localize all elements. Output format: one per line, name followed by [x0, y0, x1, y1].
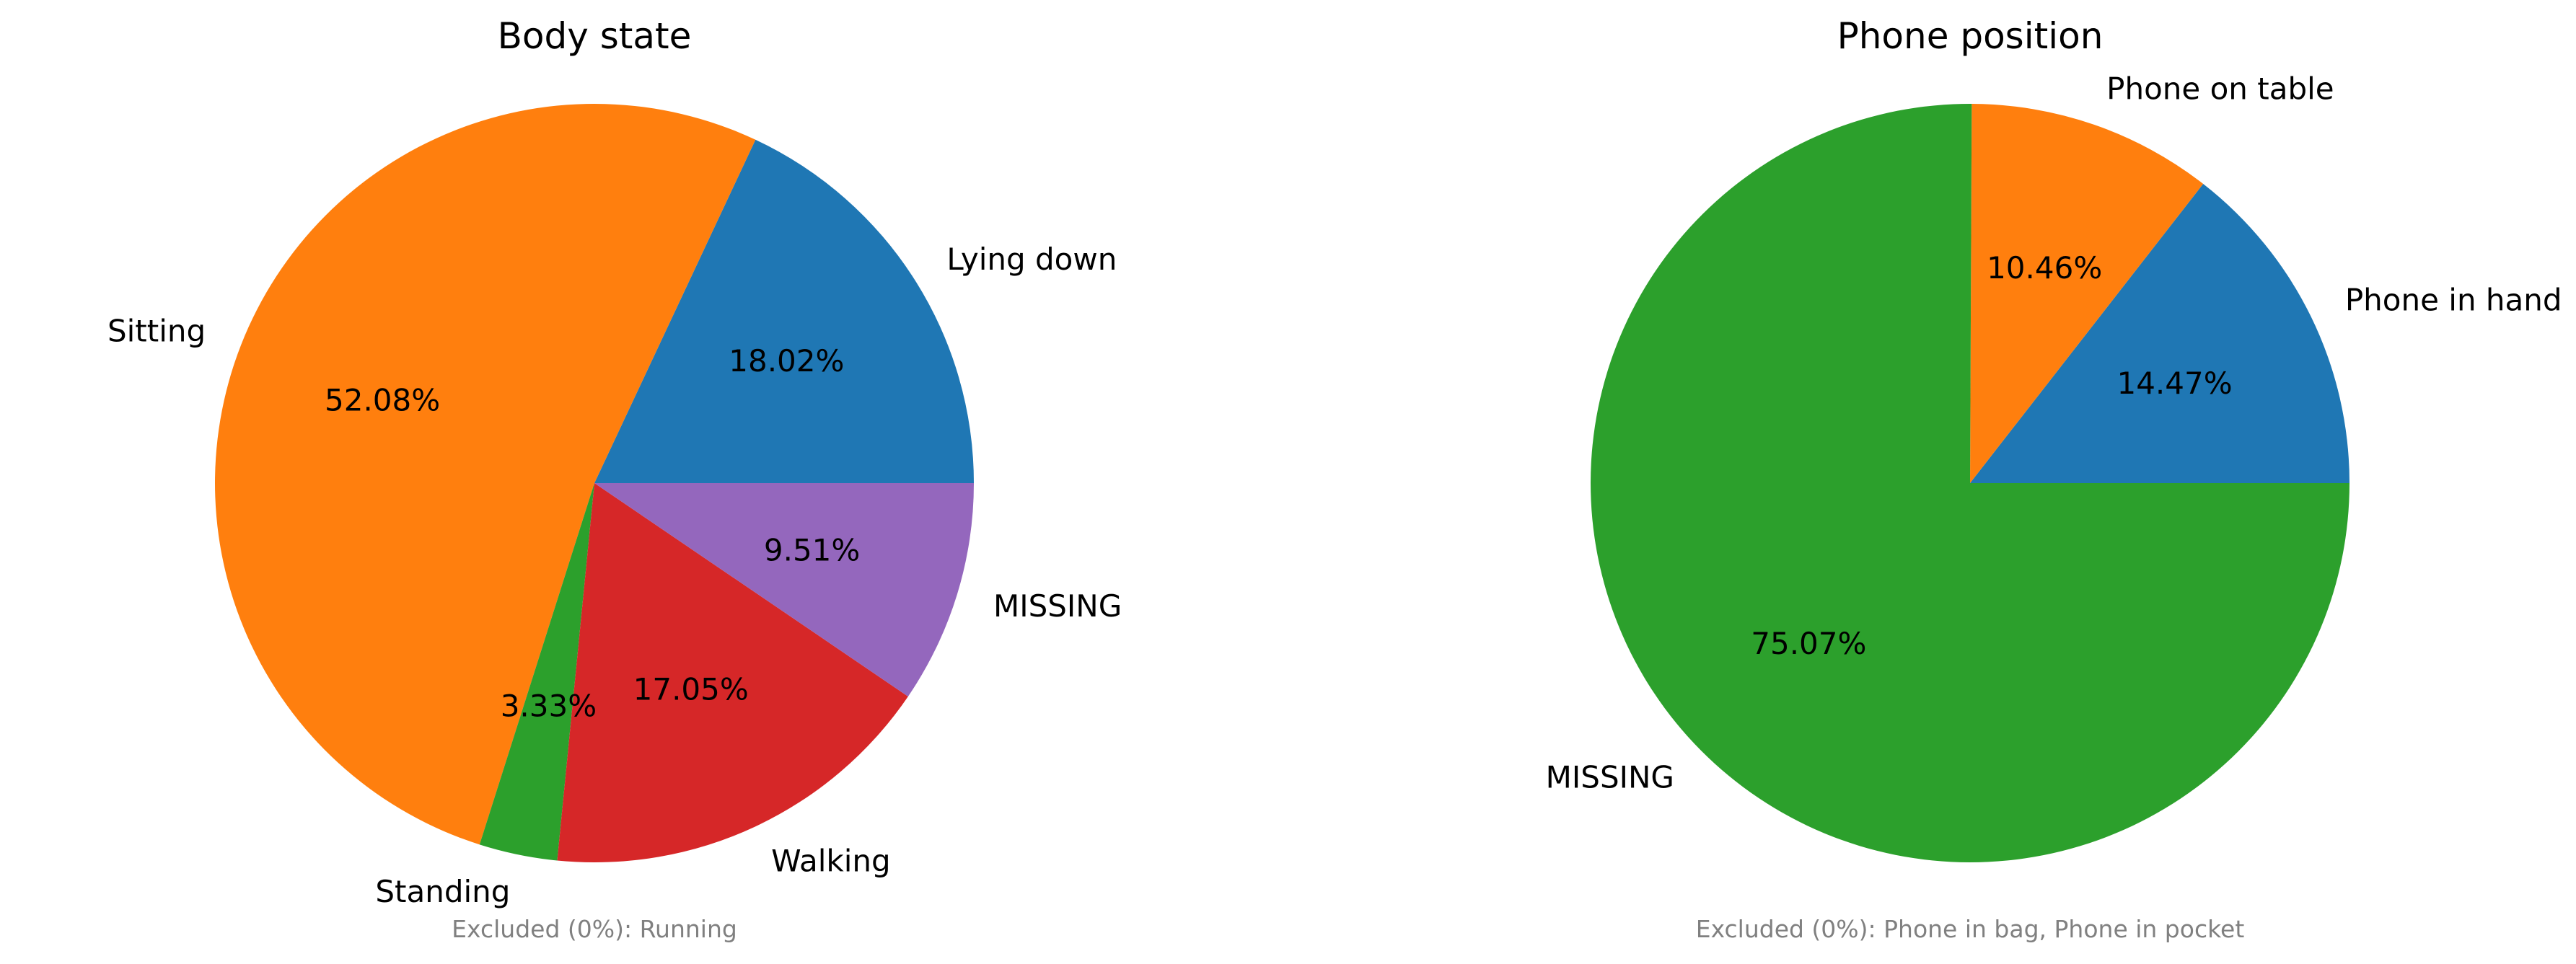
phone-position-pct-label-phone-in-hand: 14.47%: [2116, 366, 2232, 401]
phone-position-footnote: Excluded (0%): Phone in bag, Phone in po…: [1696, 915, 2245, 943]
phone-position-slice-missing: [1590, 104, 2349, 862]
body-state-labels: 18.02% Lying down 52.08% Sitting 3.33% Standi…: [107, 242, 1122, 909]
body-state-slice-standing: [479, 483, 594, 861]
phone-position-category-label-phone-in-hand: Phone in hand: [2345, 282, 2562, 317]
phone-position-slice-phone-in-hand: [1970, 183, 2349, 484]
body-state-category-label-lying-down: Lying down: [946, 242, 1117, 277]
body-state-pct-label-walking: 17.05%: [633, 671, 749, 707]
phone-position-title: Phone position: [1837, 15, 2104, 57]
body-state-pct-label-missing: 9.51%: [764, 532, 860, 567]
body-state-category-label-standing: Standing: [375, 874, 510, 909]
body-state-slice-sitting: [215, 104, 756, 845]
body-state-title: Body state: [498, 15, 692, 57]
body-state-slice-walking: [557, 483, 908, 863]
body-state-category-label-walking: Walking: [771, 844, 891, 879]
body-state-slices: [215, 104, 974, 863]
phone-position-category-label-phone-on-table: Phone on table: [2106, 71, 2334, 107]
phone-position-labels: 14.47% Phone in hand 10.46% Phone on table 7…: [1546, 71, 2562, 795]
body-state-pct-label-sitting: 52.08%: [325, 383, 440, 418]
body-state-pie-chart: Body state 18.02% Lying down 52.08% Sitting…: [107, 15, 1122, 943]
body-state-slice-lying-down: [594, 139, 974, 483]
body-state-pct-label-lying-down: 18.02%: [729, 343, 844, 379]
body-state-slice-missing: [594, 483, 974, 697]
body-state-category-label-sitting: Sitting: [107, 314, 206, 349]
body-state-footnote: Excluded (0%): Running: [452, 915, 737, 943]
phone-position-pie-chart: Phone position 14.47% Phone in hand 10.46%…: [1546, 15, 2562, 943]
phone-position-slice-phone-on-table: [1970, 104, 2204, 484]
phone-position-pct-label-phone-on-table: 10.46%: [1987, 250, 2102, 286]
phone-position-category-label-missing: MISSING: [1546, 760, 1674, 795]
body-state-category-label-missing: MISSING: [993, 588, 1122, 624]
phone-position-pct-label-missing: 75.07%: [1751, 626, 1866, 661]
phone-position-slices: [1590, 104, 2349, 862]
body-state-pct-label-standing: 3.33%: [501, 689, 597, 724]
